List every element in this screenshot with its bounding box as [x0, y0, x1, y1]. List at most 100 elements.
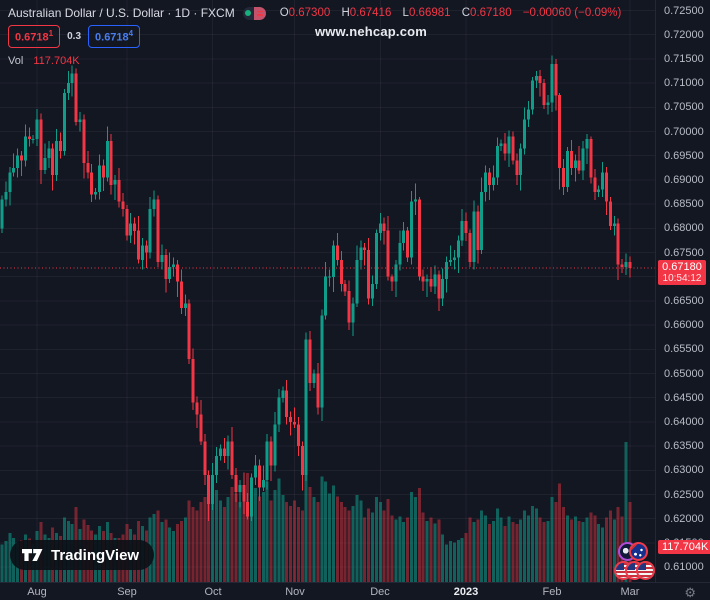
- volume-bar: [511, 522, 515, 582]
- settings-gear-icon[interactable]: ⚙: [684, 585, 696, 600]
- candle-body: [20, 155, 23, 161]
- candle-body: [66, 83, 70, 93]
- symbol-title[interactable]: Australian Dollar / U.S. Dollar · 1D · F…: [8, 6, 235, 20]
- event-australia-flag-icon[interactable]: [631, 544, 646, 559]
- volume-bar: [339, 501, 343, 582]
- time-axis[interactable]: ⚙ Aug Sep Oct Nov Dec 2023 Feb Mar: [0, 582, 710, 600]
- volume-bar: [507, 516, 511, 582]
- candle-body: [558, 95, 562, 168]
- candle-body: [480, 192, 484, 251]
- volume-bar: [211, 480, 215, 582]
- price-tick-label: 0.71000: [664, 77, 704, 89]
- candle-body: [230, 441, 234, 476]
- candle-body: [566, 150, 569, 188]
- volume-bar: [289, 505, 293, 582]
- candle-body: [460, 221, 464, 241]
- volume-bar: [597, 524, 601, 582]
- price-tick-label: 0.68500: [664, 198, 704, 210]
- candle-body: [101, 165, 105, 178]
- buy-ask-button[interactable]: 0.67184: [88, 25, 141, 48]
- candle-body: [499, 143, 503, 146]
- candle-body: [269, 441, 273, 466]
- candle-body: [246, 501, 250, 517]
- candle-body: [281, 390, 285, 398]
- candle-body: [74, 73, 78, 122]
- volume-bar: [179, 520, 183, 582]
- volume-bar: [199, 501, 203, 582]
- candle-body: [191, 359, 195, 403]
- volume-bar: [608, 510, 612, 582]
- candle-body: [363, 247, 367, 251]
- volume-bar: [573, 516, 577, 582]
- volume-bar: [371, 512, 374, 582]
- volume-bar: [460, 537, 464, 582]
- candle-body: [16, 155, 20, 168]
- volume-bar: [445, 544, 449, 582]
- candle-body: [624, 262, 628, 267]
- candle-body: [226, 441, 230, 456]
- price-tick-label: 0.69500: [664, 150, 704, 162]
- candle-body: [386, 230, 390, 277]
- candle-body: [616, 223, 620, 265]
- volume-bar: [160, 522, 164, 582]
- volume-bar: [441, 534, 445, 582]
- volume-bar: [558, 483, 562, 582]
- volume-bar: [437, 519, 441, 582]
- open-value: 0.67300: [288, 7, 331, 19]
- candle-body: [23, 136, 27, 161]
- volume-bar: [277, 478, 281, 582]
- volume-bar: [581, 522, 585, 582]
- volume-bar: [230, 486, 234, 582]
- candle-body: [569, 150, 573, 168]
- sell-bid-button[interactable]: 0.67181: [8, 25, 61, 48]
- volume-bar: [226, 497, 230, 582]
- time-tick-label: Dec: [370, 586, 390, 598]
- candlestick-chart-pane[interactable]: www.nehcap.com Australian Dollar / U.S. …: [0, 0, 655, 582]
- candle-body: [417, 199, 421, 277]
- candle-body: [472, 211, 476, 263]
- volume-indicator-label[interactable]: Vol: [8, 54, 24, 67]
- candle-body: [129, 223, 133, 236]
- candle-body: [608, 201, 612, 226]
- current-price-label: 0.67180 10:54:12: [658, 260, 706, 285]
- candle-body: [316, 373, 320, 408]
- candle-body: [133, 223, 137, 231]
- volume-bar: [452, 542, 456, 582]
- volume-bar: [257, 496, 261, 582]
- candle-body: [589, 138, 593, 178]
- candle-body: [429, 279, 433, 287]
- price-axis[interactable]: 0.67180 10:54:12 117.704K 0.72500 0.72000…: [655, 0, 710, 582]
- candle-body: [312, 373, 316, 384]
- volume-bar: [300, 510, 304, 582]
- candle-body: [413, 199, 417, 202]
- market-status-toggle[interactable]: [242, 6, 266, 20]
- tradingview-logo-text: TradingView: [51, 546, 140, 564]
- volume-bar: [550, 497, 554, 582]
- candlestick-chart[interactable]: [0, 0, 655, 582]
- candle-body: [156, 199, 160, 263]
- time-tick-label: Nov: [285, 586, 305, 598]
- market-open-dot-icon: [242, 6, 255, 20]
- volume-bar: [238, 501, 242, 582]
- candle-body: [125, 209, 129, 236]
- candle-body: [117, 179, 121, 202]
- candle-body: [542, 83, 546, 105]
- candle-body: [300, 446, 304, 476]
- volume-bar: [413, 497, 417, 582]
- candle-body: [109, 141, 113, 185]
- volume-bar: [351, 505, 355, 582]
- volume-bar: [191, 507, 195, 582]
- candle-body: [585, 138, 589, 149]
- volume-bar: [593, 515, 597, 582]
- event-us-flag-icon[interactable]: [638, 563, 653, 578]
- candle-body: [55, 141, 59, 176]
- candle-body: [285, 390, 289, 418]
- tradingview-logo[interactable]: TradingView: [10, 540, 155, 570]
- candle-body: [168, 267, 172, 280]
- candle-body: [527, 109, 530, 120]
- time-tick-label: Oct: [204, 586, 222, 598]
- volume-bar: [4, 541, 8, 582]
- volume-bar: [480, 510, 484, 582]
- volume-bar: [624, 441, 628, 582]
